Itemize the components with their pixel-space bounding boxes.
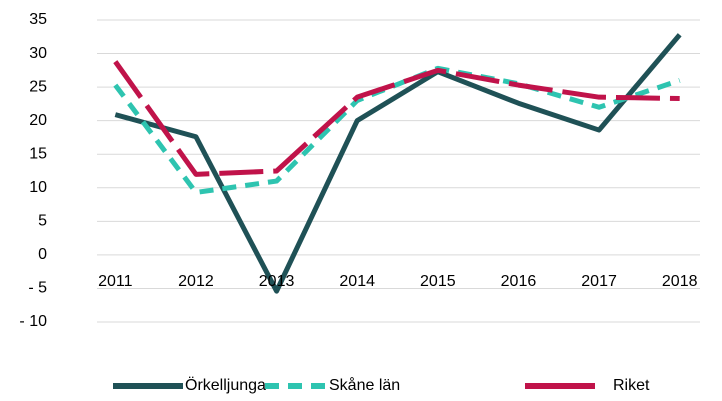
x-tick-label: 2011 [98, 273, 133, 290]
y-tick-label: 20 [29, 112, 47, 129]
y-tick-label: 0 [38, 246, 47, 263]
y-tick-label: 35 [29, 11, 47, 28]
x-tick-label: 2013 [259, 273, 295, 290]
y-tick-label: 30 [29, 45, 47, 62]
series-line [113, 65, 681, 195]
y-tick-label: - 5 [28, 280, 47, 297]
y-tick-label: 10 [29, 179, 47, 196]
legend-label: Riket [613, 377, 650, 394]
x-tick-label: 2014 [339, 273, 375, 290]
x-tick-label: 2017 [581, 273, 617, 290]
x-tick-label: 2012 [178, 273, 214, 290]
series-line [113, 60, 680, 177]
y-tick-label: 15 [29, 145, 47, 162]
x-tick-label: 2015 [420, 273, 456, 290]
x-tick-label: 2018 [662, 273, 698, 290]
series-line [114, 33, 682, 294]
y-tick-label: 5 [38, 213, 47, 230]
y-tick-label: - 10 [19, 313, 47, 330]
y-tick-label: 25 [29, 78, 47, 95]
x-tick-label: 2016 [501, 273, 537, 290]
legend-label: Örkelljunga [185, 376, 266, 394]
legend-label: Skåne län [329, 376, 400, 394]
